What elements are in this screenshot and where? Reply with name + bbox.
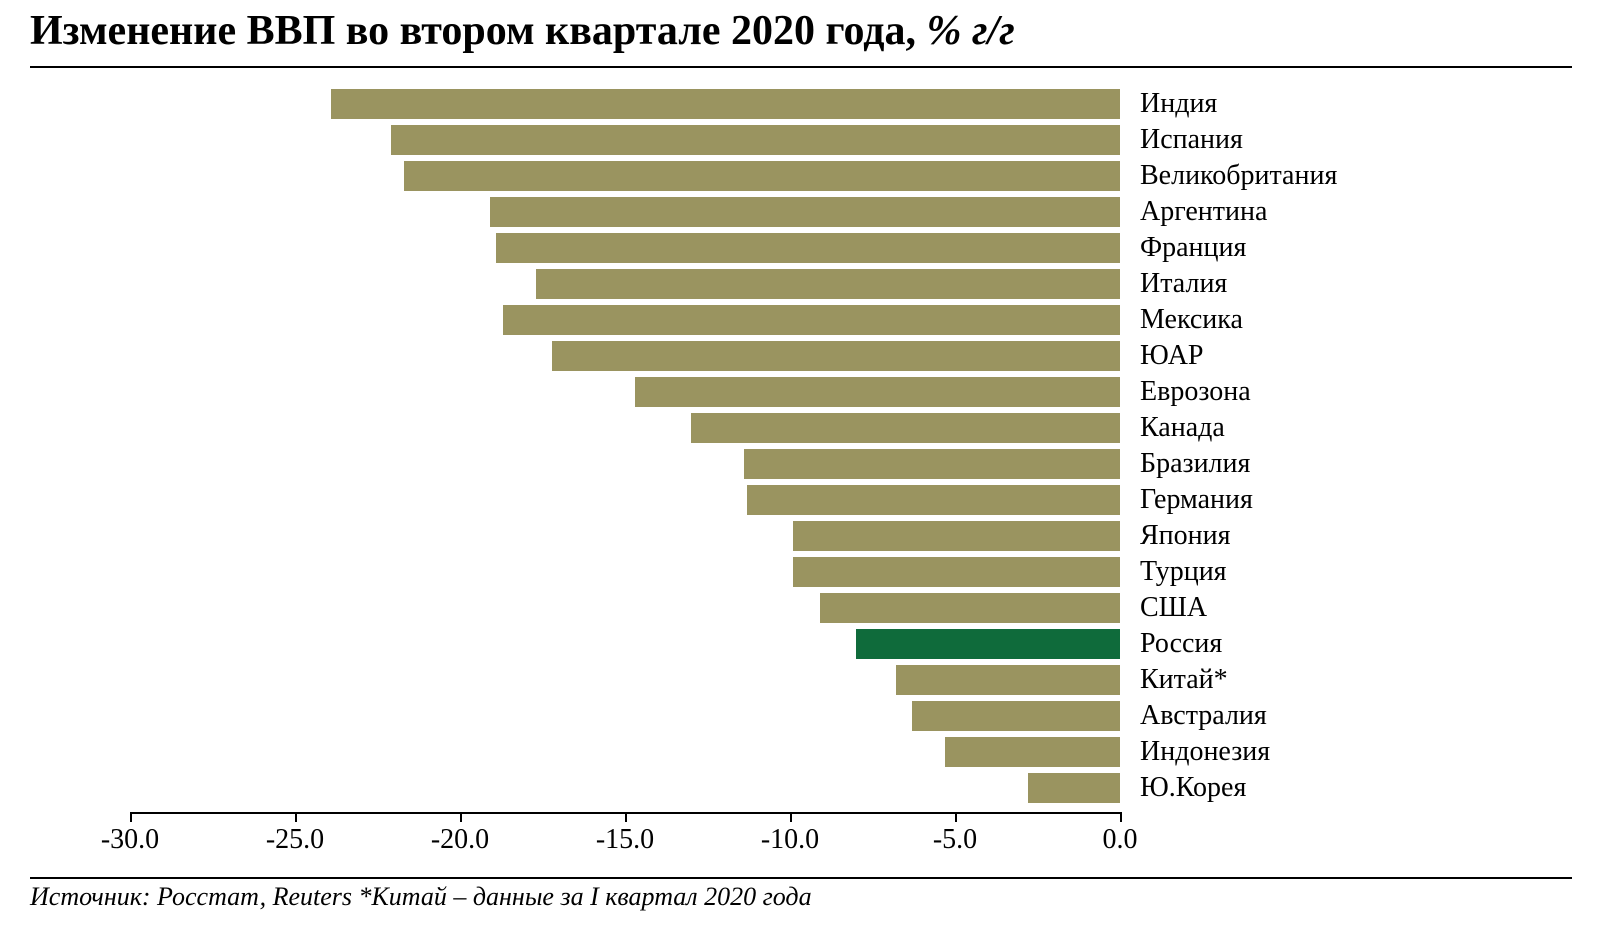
bar-label: ЮАР [1140,338,1204,374]
x-tick-label: -30.0 [101,824,159,856]
bar [552,341,1120,371]
footer-rule [30,877,1572,879]
x-tick [295,812,297,822]
x-axis: -30.0-25.0-20.0-15.0-10.0-5.00.0 [130,812,1120,860]
bar-label: Турция [1140,554,1227,590]
bar [744,449,1120,479]
x-tick [1120,812,1122,822]
bar-row: Аргентина [130,194,1120,230]
plot-area: ИндияИспанияВеликобританияАргентинаФранц… [130,86,1120,806]
x-tick-label: -15.0 [596,824,654,856]
bar-row: Испания [130,122,1120,158]
bar [945,737,1120,767]
bar-label: Индия [1140,86,1217,122]
chart-title-suffix: % г/г [927,8,1015,54]
bar [331,89,1120,119]
x-tick [460,812,462,822]
x-tick [130,812,132,822]
bar [536,269,1120,299]
title-rule [30,66,1572,68]
bar-row: Турция [130,554,1120,590]
bar-label: Германия [1140,482,1253,518]
bar [691,413,1120,443]
bar-row: Великобритания [130,158,1120,194]
bar-label: Китай* [1140,662,1228,698]
x-tick-label: 0.0 [1103,824,1138,856]
bar [747,485,1120,515]
x-tick [790,812,792,822]
chart-title-main: Изменение ВВП во втором квартале 2020 го… [30,8,927,54]
bar [793,557,1120,587]
bar-row: ЮАР [130,338,1120,374]
bar-label: Еврозона [1140,374,1251,410]
x-tick [625,812,627,822]
bar [496,233,1120,263]
bar-row: Австралия [130,698,1120,734]
x-tick [955,812,957,822]
chart-title: Изменение ВВП во втором квартале 2020 го… [30,8,1015,54]
bar [793,521,1120,551]
bar [404,161,1120,191]
bar-label: Франция [1140,230,1246,266]
bar-label: Италия [1140,266,1227,302]
bar-label: Испания [1140,122,1243,158]
bar [856,629,1120,659]
bar-row: Россия [130,626,1120,662]
bar-row: Япония [130,518,1120,554]
bar-row: Мексика [130,302,1120,338]
title-wrap: Изменение ВВП во втором квартале 2020 го… [30,8,1572,54]
bar [503,305,1120,335]
bar-label: Россия [1140,626,1222,662]
bar [820,593,1120,623]
bar-label: Ю.Корея [1140,770,1246,806]
bar [635,377,1120,407]
bar-label: Бразилия [1140,446,1250,482]
bar-label: Индонезия [1140,734,1270,770]
bar-label: Япония [1140,518,1231,554]
bar-label: Аргентина [1140,194,1267,230]
bar-row: Италия [130,266,1120,302]
bar-label: Великобритания [1140,158,1337,194]
bar-label: США [1140,590,1207,626]
bar-label: Австралия [1140,698,1267,734]
bar-label: Канада [1140,410,1225,446]
gdp-change-chart: ИндияИспанияВеликобританияАргентинаФранц… [30,78,1572,870]
x-tick-label: -25.0 [266,824,324,856]
bar [912,701,1120,731]
bar-row: США [130,590,1120,626]
chart-footer: Источник: Росстат, Reuters *Китай – данн… [30,882,1572,912]
bar [1028,773,1120,803]
bar-row: Еврозона [130,374,1120,410]
x-tick-label: -10.0 [761,824,819,856]
bar-row: Германия [130,482,1120,518]
bar [896,665,1120,695]
page-root: Изменение ВВП во втором квартале 2020 го… [0,0,1602,932]
bar [391,125,1120,155]
bar-row: Ю.Корея [130,770,1120,806]
bar-row: Франция [130,230,1120,266]
bar-row: Индия [130,86,1120,122]
bar-row: Китай* [130,662,1120,698]
x-tick-label: -5.0 [933,824,977,856]
bar [490,197,1120,227]
bar-row: Канада [130,410,1120,446]
bar-row: Индонезия [130,734,1120,770]
bar-row: Бразилия [130,446,1120,482]
bar-label: Мексика [1140,302,1243,338]
x-tick-label: -20.0 [431,824,489,856]
